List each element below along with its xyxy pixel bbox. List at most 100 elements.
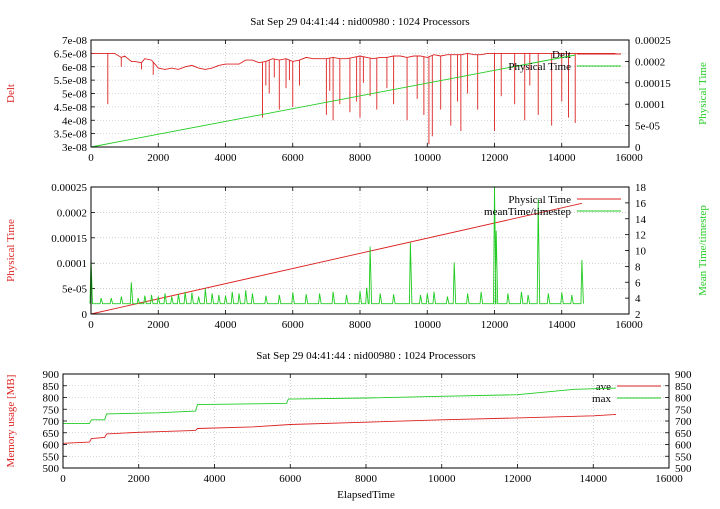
y2-tick-label: 750 xyxy=(675,404,692,416)
y-tick-label: 0.00015 xyxy=(51,233,87,245)
y-tick-label: 0.00025 xyxy=(51,182,87,194)
series-line-ave xyxy=(62,413,617,444)
x-axis-label: ElapsedTime xyxy=(337,489,395,501)
chart-title: Sat Sep 29 04:41:44 : nid00980 : 1024 Pr… xyxy=(250,16,469,28)
y2-tick-label: 14 xyxy=(635,214,647,226)
y-tick-label: 750 xyxy=(43,404,60,416)
y-axis-label: Delt xyxy=(5,84,17,103)
y-tick-label: 0.0002 xyxy=(57,207,87,219)
y2-tick-label: 0.0001 xyxy=(635,99,665,111)
x-tick-label: 6000 xyxy=(279,473,302,485)
y-tick-label: 900 xyxy=(43,369,60,381)
x-tick-label: 0 xyxy=(88,152,94,164)
x-tick-label: 14000 xyxy=(548,152,576,164)
x-tick-label: 2000 xyxy=(147,319,170,331)
legend-label: Physical Time xyxy=(508,194,571,206)
y2-tick-label: 10 xyxy=(635,246,647,258)
y-tick-label: 600 xyxy=(43,440,60,452)
series-line-delt xyxy=(91,52,616,70)
y2-tick-label: 12 xyxy=(635,230,646,242)
x-tick-label: 8000 xyxy=(355,473,378,485)
y-tick-label: 5.5e-08 xyxy=(54,75,88,87)
legend-label: max xyxy=(592,393,611,405)
x-tick-label: 14000 xyxy=(580,473,608,485)
y-axis-label: Physical Time xyxy=(5,219,17,282)
y2-tick-label: 5e-05 xyxy=(635,121,661,133)
x-tick-label: 6000 xyxy=(282,319,305,331)
y-tick-label: 800 xyxy=(43,393,60,405)
y2-tick-label: 8 xyxy=(635,261,641,273)
series-line-meantime-timestep xyxy=(89,186,584,305)
y2-tick-label: 900 xyxy=(675,369,692,381)
y-tick-label: 3e-08 xyxy=(62,142,88,154)
y2-tick-label: 16 xyxy=(635,198,647,210)
y-tick-label: 6e-08 xyxy=(62,62,88,74)
x-tick-label: 14000 xyxy=(548,319,576,331)
y-tick-label: 4.5e-08 xyxy=(54,102,88,114)
y-tick-label: 700 xyxy=(43,416,60,428)
y2-tick-label: 850 xyxy=(675,381,692,393)
y-tick-label: 500 xyxy=(43,463,60,475)
x-tick-label: 16000 xyxy=(615,152,643,164)
y-tick-label: 0 xyxy=(82,309,88,321)
x-tick-label: 16000 xyxy=(615,319,643,331)
y2-tick-label: 650 xyxy=(675,428,692,440)
x-tick-label: 12000 xyxy=(481,319,509,331)
y2-tick-label: 6 xyxy=(635,277,641,289)
series-line-physical-time xyxy=(90,202,582,315)
plot-frame xyxy=(62,373,670,469)
series-line-physical-time xyxy=(90,54,576,148)
y2-tick-label: 2 xyxy=(635,309,641,321)
y-tick-label: 550 xyxy=(43,451,60,463)
y2-tick-label: 550 xyxy=(675,451,692,463)
y2-tick-label: 0.00015 xyxy=(635,78,671,90)
y2-tick-label: 18 xyxy=(635,182,647,194)
y-tick-label: 4e-08 xyxy=(62,115,88,127)
y2-tick-label: 4 xyxy=(635,293,641,305)
y-tick-label: 3.5e-08 xyxy=(54,129,88,141)
x-tick-label: 8000 xyxy=(349,319,372,331)
x-tick-label: 8000 xyxy=(349,152,372,164)
x-tick-label: 6000 xyxy=(282,152,305,164)
plot-frame xyxy=(90,186,630,315)
x-tick-label: 10000 xyxy=(414,152,442,164)
y-tick-label: 5e-08 xyxy=(62,89,88,101)
legend-label: Delt xyxy=(552,49,571,61)
y2-tick-label: 700 xyxy=(675,416,692,428)
y2-tick-label: 0 xyxy=(635,142,641,154)
series-line-max xyxy=(63,387,617,424)
y2-tick-label: 0.0002 xyxy=(635,56,665,68)
y-tick-label: 0.0001 xyxy=(57,258,87,270)
x-tick-label: 4000 xyxy=(215,152,238,164)
x-tick-label: 0 xyxy=(60,473,66,485)
x-tick-label: 12000 xyxy=(481,152,509,164)
x-tick-label: 2000 xyxy=(128,473,151,485)
y-tick-label: 6.5e-08 xyxy=(54,48,88,60)
y-axis-label: Memory usage [MB] xyxy=(5,375,17,468)
x-tick-label: 12000 xyxy=(504,473,532,485)
y2-tick-label: 600 xyxy=(675,440,692,452)
y-tick-label: 7e-08 xyxy=(62,35,88,47)
y-tick-label: 850 xyxy=(43,381,60,393)
chart-title: Sat Sep 29 04:41:44 : nid00980 : 1024 Pr… xyxy=(256,350,475,362)
x-tick-label: 10000 xyxy=(428,473,456,485)
y2-axis-label: Mean Time/timestep xyxy=(697,205,709,296)
x-tick-label: 10000 xyxy=(414,319,442,331)
y2-axis-label: Physical Time xyxy=(697,62,709,125)
legend-label: Physical Time xyxy=(508,61,571,73)
y2-tick-label: 500 xyxy=(675,463,692,475)
y2-tick-label: 800 xyxy=(675,393,692,405)
x-tick-label: 4000 xyxy=(204,473,227,485)
x-tick-label: 16000 xyxy=(655,473,683,485)
y-tick-label: 650 xyxy=(43,428,60,440)
x-tick-label: 2000 xyxy=(147,152,170,164)
legend-label: meanTime/timestep xyxy=(484,206,571,218)
plot-frame xyxy=(90,39,630,148)
y-tick-label: 5e-05 xyxy=(62,284,88,296)
x-tick-label: 0 xyxy=(88,319,94,331)
y2-tick-label: 0.00025 xyxy=(635,35,671,47)
x-tick-label: 4000 xyxy=(215,319,238,331)
legend-label: ave xyxy=(596,381,611,393)
